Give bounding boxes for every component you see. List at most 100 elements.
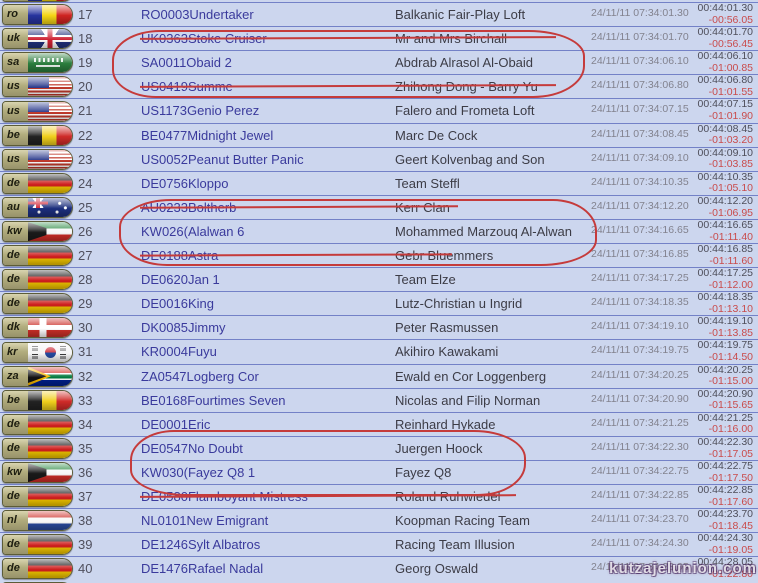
elapsed-time: 00:44:20.25	[697, 363, 753, 376]
clocked-time-cell: 24/11/11 07:34:09.10	[591, 151, 689, 164]
country-flag-capsule: us	[2, 148, 73, 170]
country-flag-icon	[28, 149, 72, 169]
country-code-label: be	[3, 125, 28, 145]
ring-number: US0419	[141, 79, 188, 95]
flag-detail	[28, 559, 72, 578]
table-row[interactable]: de 37 DE0580Flamboyant Mistress Roland R…	[0, 484, 758, 509]
clocked-time-cell: 24/11/11 07:34:06.80	[591, 79, 689, 92]
owner-cell: Ewald en Cor Loggenberg	[395, 368, 547, 384]
country-flag-icon	[28, 414, 72, 434]
pigeon-cell: SA0011Obaid 2	[141, 55, 232, 70]
flight-time-cell: 00:44:19.10 -01:13.85	[698, 315, 753, 340]
elapsed-time: 00:44:28.05	[697, 556, 753, 569]
time-difference: -01:06.95	[708, 206, 753, 219]
rank-cell: 37	[78, 489, 93, 504]
elapsed-time: 00:44:23.70	[697, 508, 753, 521]
table-row[interactable]: us 23 US0052Peanut Butter Panic Geert Ko…	[0, 146, 758, 171]
country-code-label: za	[3, 366, 28, 386]
table-row[interactable]: de 39 DE1246Sylt Albatros Racing Team Il…	[0, 532, 758, 557]
clocked-time-cell: 24/11/11 07:34:10.35	[591, 175, 689, 188]
flag-detail	[28, 149, 50, 161]
time-difference: -00:56.45	[708, 37, 753, 50]
table-row[interactable]: kw 26 KW026(Alalwan 6 Mohammed Marzouq A…	[0, 218, 758, 243]
table-row[interactable]: sa 19 SA0011Obaid 2 Abdrab Alrasol Al-Ob…	[0, 50, 758, 75]
elapsed-time: 00:44:19.75	[697, 339, 753, 352]
table-row[interactable]: kr 31 KR0004Fuyu Akihiro Kawakami 24/11/…	[0, 339, 758, 364]
table-row[interactable]: be 33 BE0168Fourtimes Seven Nicolas and …	[0, 387, 758, 413]
ring-number: BE0168	[141, 392, 188, 408]
country-code-label: us	[3, 77, 28, 97]
elapsed-time: 00:44:22.75	[697, 459, 753, 472]
table-row[interactable]: ro 17 RO0003Undertaker Balkanic Fair-Pla…	[0, 2, 758, 27]
owner-cell: Peter Rasmussen	[395, 320, 499, 336]
clocked-time-cell: 24/11/11 07:34:12.20	[591, 199, 689, 212]
table-row[interactable]: dk 30 DK0085Jimmy Peter Rasmussen 24/11/…	[0, 315, 758, 340]
country-flag-capsule: de	[2, 558, 73, 580]
table-row[interactable]: nl 38 NL0101New Emigrant Koopman Racing …	[0, 508, 758, 533]
owner-cell: Kerr Clan	[395, 199, 450, 215]
table-row[interactable]: de 24 DE0756Kloppo Team Steffl 24/11/11 …	[0, 170, 758, 195]
table-row[interactable]: uk 18 UK0363Stoke Cruiser Mr and Mrs Bir…	[0, 26, 758, 51]
table-row[interactable]: za 32 ZA0547Logberg Cor Ewald en Cor Log…	[0, 363, 758, 388]
table-row[interactable]: de 27 DE0188Astra Gebr Bluemmers 24/11/1…	[0, 243, 758, 268]
pigeon-cell: NL0101New Emigrant	[141, 513, 268, 528]
country-flag-capsule: de	[2, 486, 73, 508]
rank-cell: 23	[78, 151, 93, 167]
pigeon-cell: DE0188Astra	[141, 248, 218, 263]
time-difference: -01:01.90	[708, 110, 753, 123]
pigeon-cell: KW030(Fayez Q8 1	[141, 465, 255, 480]
country-flag-capsule: za	[2, 365, 73, 387]
table-row[interactable]: de 40 DE1476Rafael Nadal Georg Oswald 24…	[0, 556, 758, 581]
rank-cell: 19	[78, 55, 93, 71]
rank-cell: 35	[78, 440, 93, 456]
time-difference: -01:16.00	[708, 423, 753, 436]
table-row[interactable]: kw 36 KW030(Fayez Q8 1 Fayez Q8 24/11/11…	[0, 459, 758, 485]
ring-number: DE0001	[141, 416, 188, 432]
owner-cell: Mohammed Marzouq Al-Alwan	[395, 223, 573, 239]
elapsed-time: 00:44:18.35	[697, 291, 753, 304]
table-row[interactable]: de 28 DE0620Jan 1 Team Elze 24/11/11 07:…	[0, 267, 758, 292]
ring-number: DK0085	[141, 320, 188, 336]
clocked-time-cell: 24/11/11 07:34:19.75	[591, 344, 689, 357]
pigeon-name: No Doubt	[187, 440, 243, 456]
clocked-time-cell: 24/11/11 07:34:01.30	[591, 7, 689, 19]
flight-time-cell: 00:44:20.90 -01:15.65	[698, 388, 753, 413]
flag-detail	[28, 29, 72, 48]
table-row[interactable]: de 34 DE0001Eric Reinhard Hykade 24/11/1…	[0, 411, 758, 436]
country-flag-icon	[28, 487, 72, 507]
clocked-time-cell: 24/11/11 07:34:16.85	[591, 248, 689, 260]
flag-detail	[28, 101, 50, 113]
clocked-time-cell: 24/11/11 07:34:06.10	[591, 55, 689, 68]
pigeon-name: Fayez Q8 1	[187, 464, 256, 480]
table-row[interactable]: us 21 US1173Genio Perez Falero and Frome…	[0, 98, 758, 123]
clocked-time-cell: 24/11/11 07:34:22.75	[591, 464, 689, 477]
table-row[interactable]: us 20 US0419Summe Zhihong Dong - Barry Y…	[0, 74, 758, 99]
table-row[interactable]: de 35 DE0547No Doubt Juergen Hoock 24/11…	[0, 435, 758, 460]
country-flag-capsule: be	[2, 389, 73, 411]
time-difference: -01:22.80	[708, 568, 753, 581]
country-code-label: au	[3, 197, 28, 217]
clocked-time-cell: 24/11/11 07:34:22.30	[591, 440, 689, 453]
country-flag-capsule: kr	[2, 341, 73, 363]
flight-time-cell: 00:44:08.45 -01:03.20	[698, 123, 753, 148]
rank-cell: 28	[78, 272, 93, 288]
table-row[interactable]: de 29 DE0016King Lutz-Christian u Ingrid…	[0, 291, 758, 316]
elapsed-time: 00:44:07.15	[697, 98, 753, 111]
pigeon-name: Alalwan 6	[187, 223, 245, 239]
time-difference: -01:11.40	[709, 230, 753, 243]
flight-time-cell: 00:44:22.75 -01:17.50	[697, 459, 753, 485]
pigeon-cell: DE0001Eric	[141, 417, 210, 432]
table-row[interactable]: be 22 BE0477Midnight Jewel Marc De Cock …	[0, 122, 758, 148]
clocked-time-cell: 24/11/11 07:34:18.35	[591, 296, 689, 309]
country-code-label: ro	[3, 5, 28, 25]
owner-cell: Reinhard Hykade	[395, 416, 496, 432]
table-row[interactable]: au 25 AU0233Boltherb Kerr Clan 24/11/11 …	[0, 194, 758, 219]
country-code-label: us	[3, 101, 28, 121]
elapsed-time: 00:44:24.30	[697, 532, 753, 545]
country-flag-icon	[28, 5, 72, 25]
owner-cell: Georg Oswald	[395, 561, 479, 577]
rank-cell: 18	[78, 31, 93, 47]
elapsed-time: 00:44:01.30	[697, 2, 753, 14]
rank-cell: 30	[78, 320, 93, 336]
elapsed-time: 00:44:22.85	[697, 484, 753, 496]
